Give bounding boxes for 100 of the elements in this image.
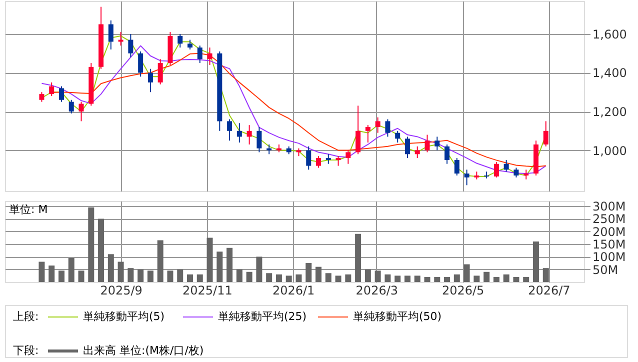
bar xyxy=(196,274,203,282)
bar xyxy=(177,269,184,282)
bar xyxy=(335,276,342,282)
candlestick xyxy=(346,150,351,164)
candlestick xyxy=(326,154,331,164)
y-tick-label: 50M xyxy=(592,262,618,277)
candlestick xyxy=(464,169,470,186)
y-tick-label: 1,200 xyxy=(592,105,627,120)
candlestick xyxy=(207,47,212,66)
candlestick xyxy=(375,116,380,134)
bar xyxy=(364,269,371,282)
bar xyxy=(147,270,154,282)
candlestick xyxy=(365,124,370,144)
candlestick xyxy=(424,134,430,153)
bar xyxy=(256,256,262,282)
candlestick xyxy=(138,50,144,78)
candlestick xyxy=(128,33,134,58)
candlestick xyxy=(336,156,341,166)
candlestick xyxy=(39,92,44,102)
candlestick xyxy=(108,20,114,50)
bar xyxy=(78,270,84,282)
candlestick xyxy=(197,45,202,64)
candlestick xyxy=(514,167,519,178)
bar xyxy=(68,258,74,282)
bar xyxy=(138,269,144,282)
bar xyxy=(464,264,470,282)
bar xyxy=(414,276,420,282)
candlestick xyxy=(356,105,361,155)
candlestick xyxy=(395,130,400,144)
candlestick xyxy=(316,156,322,168)
y-tick-label: 1,600 xyxy=(592,27,627,42)
candlestick xyxy=(78,101,84,122)
bar xyxy=(58,270,64,282)
candlestick xyxy=(543,120,548,147)
bar xyxy=(236,269,242,282)
x-tick-label: 2026/5 xyxy=(442,284,484,298)
bar xyxy=(394,276,401,282)
candlestick xyxy=(58,86,64,102)
candlestick xyxy=(158,58,163,85)
bar xyxy=(523,276,530,282)
bar xyxy=(454,274,460,282)
bar xyxy=(404,276,410,282)
legend-label: 単純移動平均(5) xyxy=(83,310,165,323)
candlestick xyxy=(434,136,440,151)
candlestick xyxy=(49,82,54,96)
bar xyxy=(316,266,322,282)
bar xyxy=(325,273,332,282)
bar xyxy=(484,272,490,282)
bar xyxy=(474,276,480,282)
bar xyxy=(108,254,114,282)
y-tick-label: 300M xyxy=(592,200,626,214)
legend-label: 出来高 単位:(M株/口/枚) xyxy=(83,344,204,357)
candlestick xyxy=(256,126,262,153)
bar xyxy=(345,274,352,282)
bar xyxy=(532,242,539,282)
bar xyxy=(118,262,124,282)
bar xyxy=(98,218,104,282)
bar xyxy=(296,274,302,282)
bar xyxy=(167,270,174,282)
bar xyxy=(286,276,292,282)
y-tick-label: 200M xyxy=(592,224,626,239)
bar xyxy=(246,272,252,282)
candlestick xyxy=(227,118,232,142)
bar xyxy=(187,274,193,282)
candlestick xyxy=(188,39,192,50)
bar xyxy=(374,270,381,282)
bar xyxy=(128,268,134,282)
candlestick xyxy=(266,144,272,155)
legend-label: 単純移動平均(25) xyxy=(218,310,307,323)
annotation: 単位: M xyxy=(9,203,48,216)
bar xyxy=(424,276,430,282)
y-tick-label: 1,400 xyxy=(592,66,627,80)
x-tick-label: 2026/1 xyxy=(272,284,315,298)
candlestick xyxy=(444,144,450,164)
legend-title: 上段: xyxy=(13,310,39,323)
x-tick-label: 2026/3 xyxy=(356,284,398,298)
candlestick xyxy=(148,68,153,93)
bar xyxy=(434,276,440,282)
bar xyxy=(444,276,450,282)
y-tick-label: 150M xyxy=(592,238,626,252)
bar xyxy=(503,274,510,282)
candlestick xyxy=(178,33,183,48)
candlestick xyxy=(494,161,499,178)
y-tick-label: 1,000 xyxy=(592,144,627,158)
candlestick xyxy=(524,169,529,180)
candlestick xyxy=(504,159,509,172)
y-tick-label: 250M xyxy=(592,212,626,226)
bar xyxy=(493,276,500,282)
legend-title: 下段: xyxy=(13,344,39,357)
legend-label: 単純移動平均(50) xyxy=(353,310,442,323)
bar xyxy=(306,263,312,282)
bar xyxy=(206,238,213,282)
candlestick xyxy=(306,146,312,170)
y-tick-label: 100M xyxy=(592,250,626,264)
bar xyxy=(157,240,164,282)
candlestick xyxy=(414,146,420,159)
bar xyxy=(226,248,233,282)
bar xyxy=(542,268,549,282)
bar xyxy=(266,273,272,282)
candlestick xyxy=(404,136,410,159)
